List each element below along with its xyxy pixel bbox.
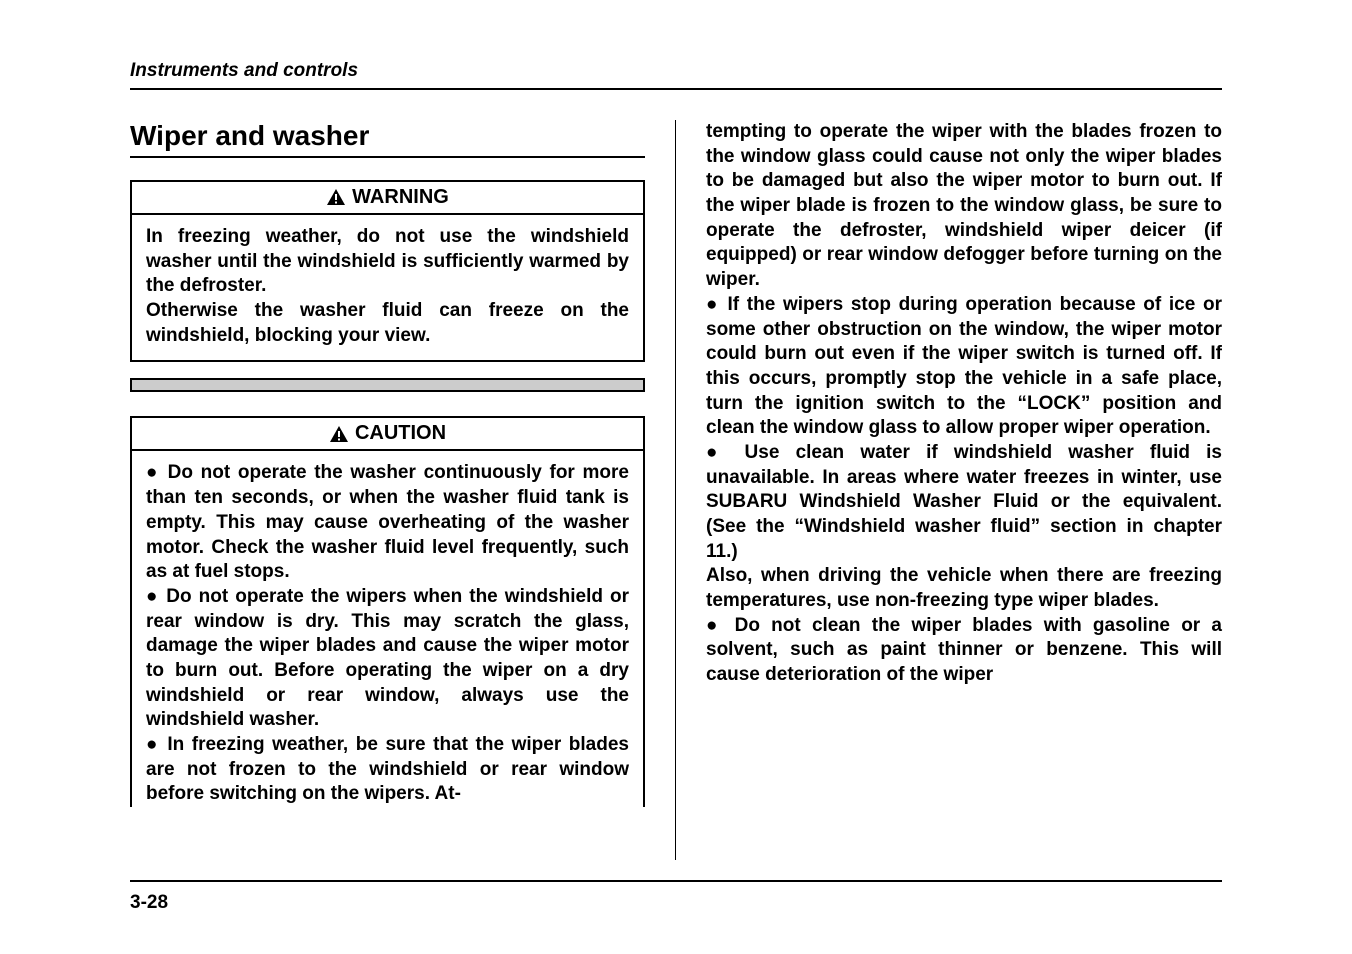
caution-header: CAUTION: [132, 418, 643, 451]
caution-bullet-1-text: Do not operate the washer continuously f…: [146, 462, 629, 582]
caution-extra-para: Also, when driving the vehicle when ther…: [706, 564, 1222, 613]
warning-header: WARNING: [132, 182, 643, 215]
content-columns: Wiper and washer WARNING In freezing wea…: [130, 120, 1222, 860]
right-column: tempting to operate the wiper with the b…: [676, 120, 1222, 860]
page-number: 3-28: [130, 892, 168, 913]
page-header: Instruments and controls: [130, 60, 1222, 90]
page-footer: 3-28: [130, 880, 1222, 914]
warning-triangle-icon: [326, 188, 346, 206]
warning-box: WARNING In freezing weather, do not use …: [130, 180, 645, 362]
caution-bullet-r2-text: Use clean water if windshield washer flu…: [706, 442, 1222, 562]
caution-bullet-r3: ● Do not clean the wiper blades with gas…: [706, 614, 1222, 688]
caution-bullet-3: ● In freezing weather, be sure that the …: [146, 733, 629, 807]
page-root: Instruments and controls Wiper and washe…: [0, 0, 1352, 954]
caution-bullet-r1: ● If the wipers stop during operation be…: [706, 293, 1222, 441]
caution-bullet-r2: ● Use clean water if windshield washer f…: [706, 441, 1222, 564]
caution-label: CAUTION: [355, 422, 446, 445]
caution-box: CAUTION ● Do not operate the washer cont…: [130, 416, 645, 807]
warning-text: In freezing weather, do not use the wind…: [146, 225, 629, 348]
caution-continuation: tempting to operate the wiper with the b…: [706, 120, 1222, 293]
caution-bullet-1: ● Do not operate the washer continuously…: [146, 461, 629, 584]
warning-end-bar: [130, 378, 645, 392]
caution-bullet-r3-text: Do not clean the wiper blades with gasol…: [706, 615, 1222, 685]
left-column: Wiper and washer WARNING In freezing wea…: [130, 120, 676, 860]
warning-label: WARNING: [352, 186, 449, 209]
caution-bullet-2-text: Do not operate the wipers when the winds…: [146, 586, 629, 730]
caution-bullet-3-text: In freezing weather, be sure that the wi…: [146, 734, 629, 804]
chapter-title: Instruments and controls: [130, 60, 358, 81]
section-title: Wiper and washer: [130, 120, 645, 158]
warning-body: In freezing weather, do not use the wind…: [132, 215, 643, 360]
caution-triangle-icon: [329, 425, 349, 443]
caution-body-left: ● Do not operate the washer continuously…: [132, 451, 643, 807]
caution-bullet-r1-text: If the wipers stop during operation beca…: [706, 294, 1222, 438]
caution-bullet-2: ● Do not operate the wipers when the win…: [146, 585, 629, 733]
